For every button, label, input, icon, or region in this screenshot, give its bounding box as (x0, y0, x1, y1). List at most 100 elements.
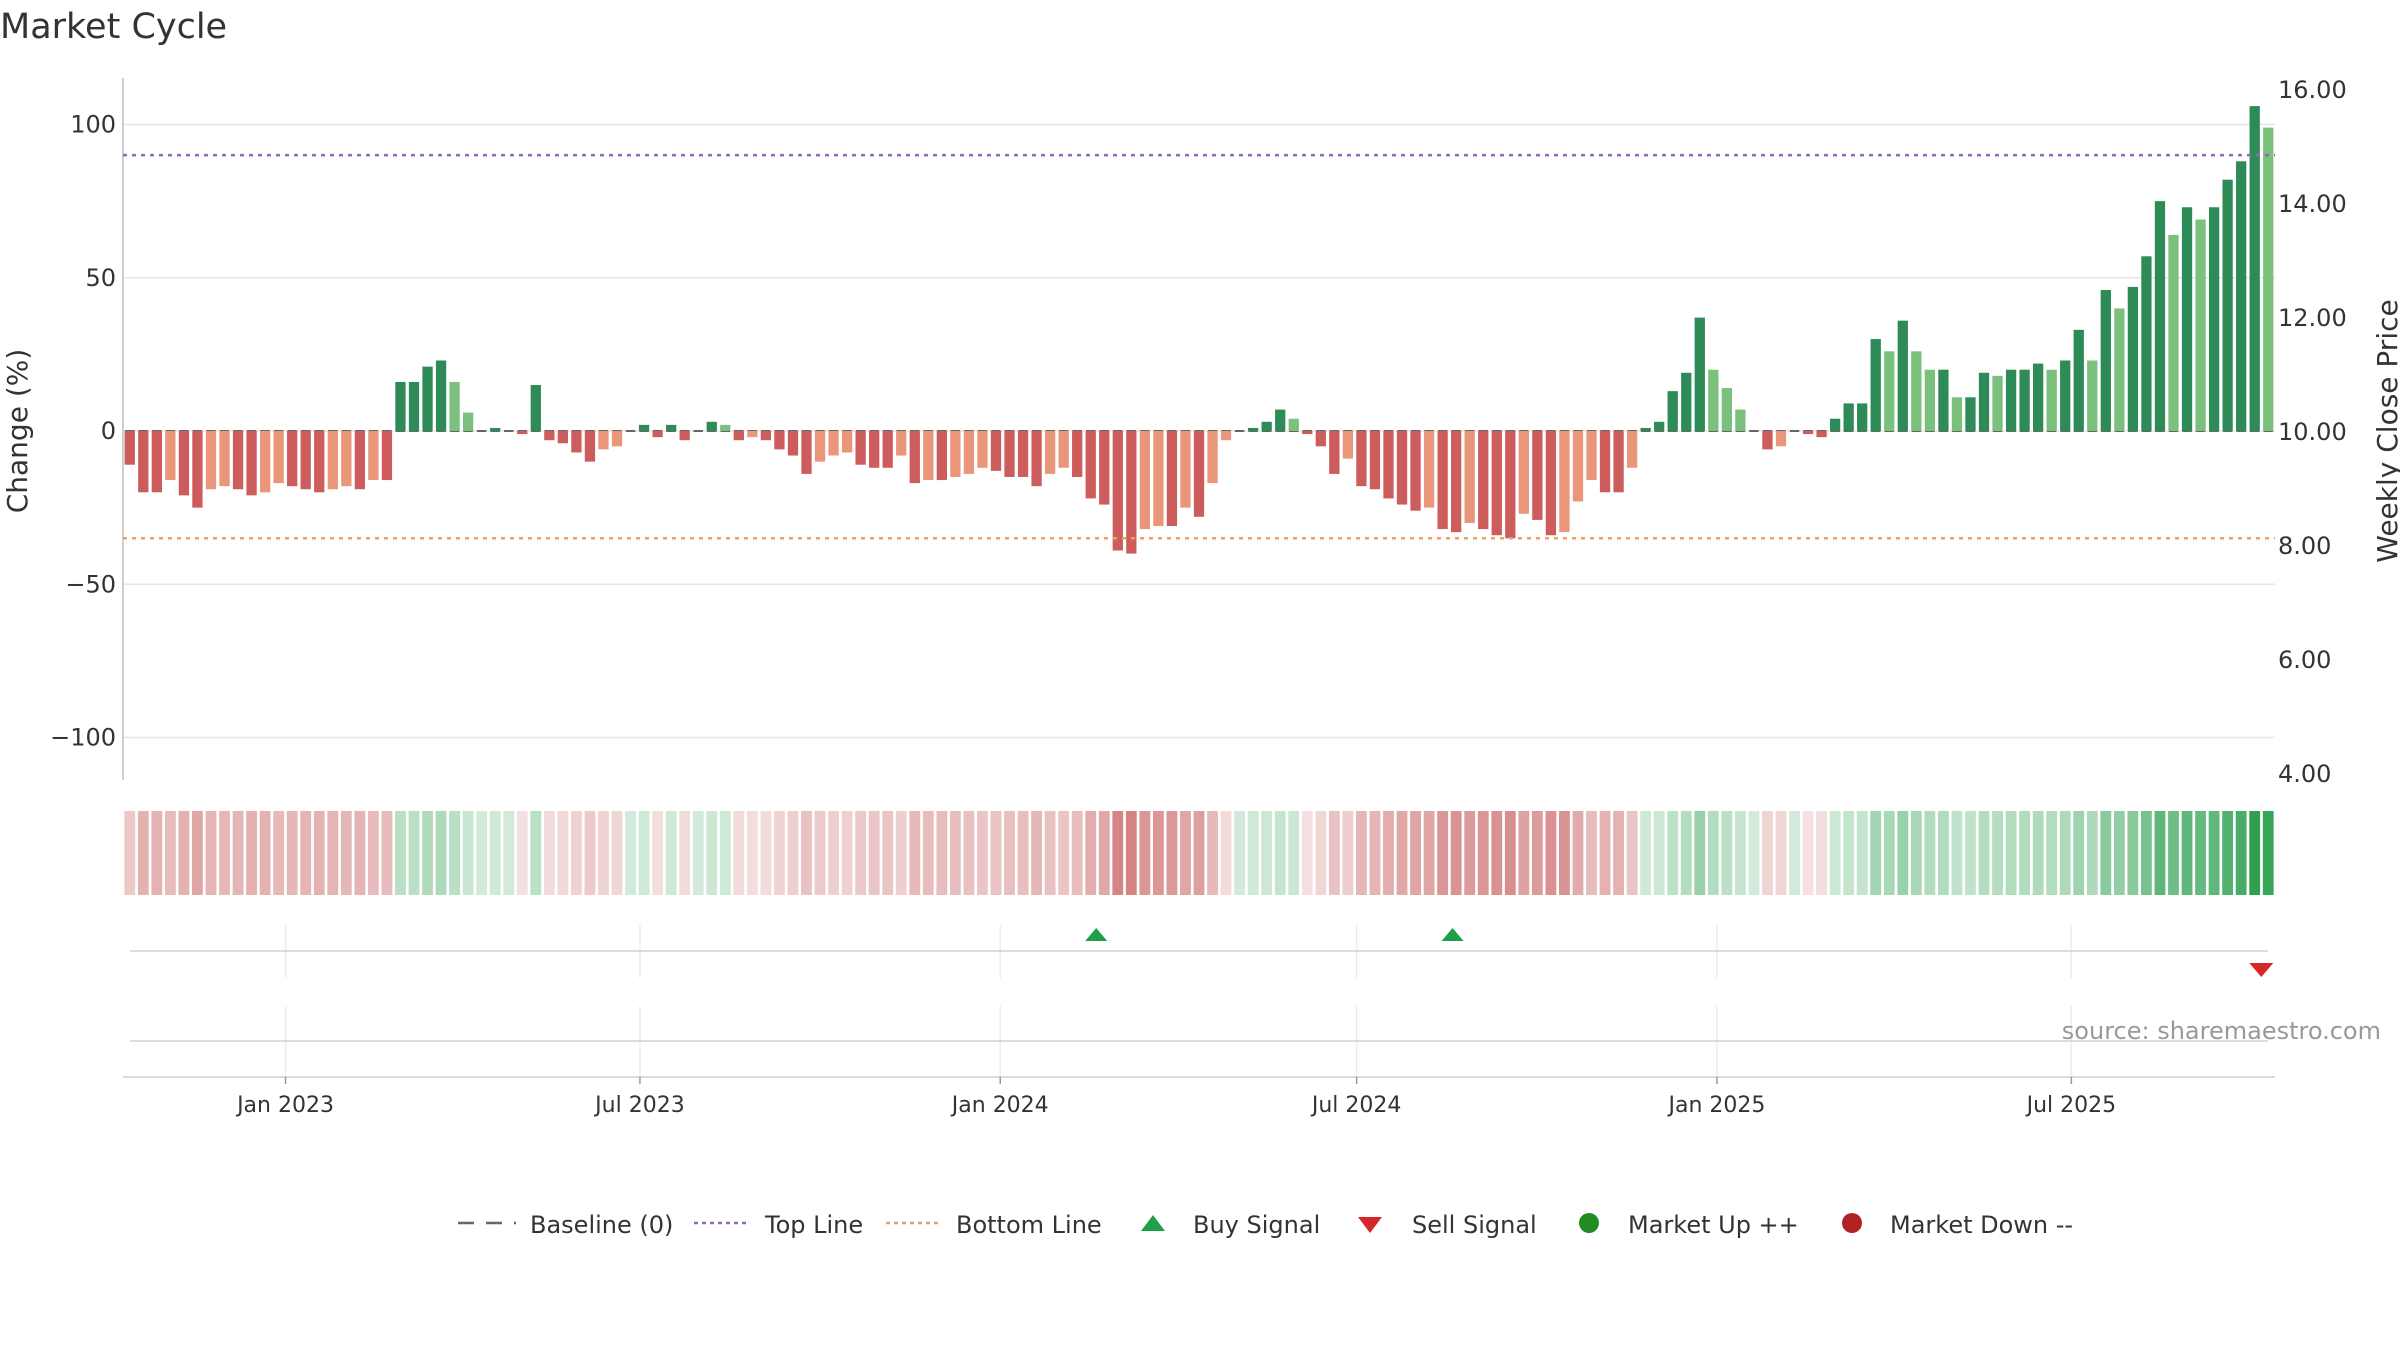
heat-strip-cell (719, 811, 731, 895)
y-axis-title: Change (%) (1, 349, 34, 514)
bar (2046, 369, 2057, 431)
bar (733, 431, 744, 441)
heat-strip-cell (381, 811, 393, 895)
bar (1315, 431, 1326, 447)
bar (1559, 431, 1570, 533)
y2-tick-label: 8.00 (2278, 532, 2331, 560)
bar (1491, 431, 1502, 536)
heat-strip-cell (1193, 811, 1205, 895)
heat-strip-cell (1004, 811, 1015, 895)
heat-strip-cell (2127, 811, 2139, 895)
bar (422, 366, 433, 431)
x-tick-label: Jan 2025 (1666, 1093, 1765, 1118)
heat-strip-cell (1356, 811, 1367, 895)
heat-strip-cell (2086, 811, 2098, 895)
bar (1017, 431, 1029, 477)
bar (1829, 418, 1841, 431)
bar (855, 431, 866, 465)
heat-strip-cell (990, 811, 1002, 895)
heat-strip-cell (530, 811, 542, 895)
legend-label: Baseline (0) (530, 1211, 673, 1239)
heat-strip-cell (1762, 811, 1773, 895)
heat-strip-cell (2141, 811, 2152, 895)
heat-strip-cell (1044, 811, 1056, 895)
y-tick-label: 100 (70, 111, 116, 139)
bar (1505, 431, 1516, 539)
heat-strip-cell (2195, 811, 2206, 895)
legend-up-icon (1579, 1213, 1599, 1233)
bar (1220, 431, 1232, 441)
heat-strip-cell (733, 811, 745, 895)
heat-strip-cell (1910, 811, 1922, 895)
heat-strip-cell (1748, 811, 1760, 895)
bar (1180, 431, 1191, 508)
heat-strip-cell (1599, 811, 1611, 895)
y2-tick-label: 16.00 (2278, 76, 2347, 104)
heat-strip-cell (828, 811, 839, 895)
bar (882, 431, 893, 468)
y2-tick-label: 14.00 (2278, 190, 2347, 218)
heat-strip-cell (205, 811, 217, 895)
bar (584, 431, 596, 462)
heat-strip-cell (2168, 811, 2179, 895)
heat-strip-cell (2235, 811, 2247, 895)
bar (1004, 431, 1015, 477)
heat-strip-cell (1464, 811, 1476, 895)
heat-strip-cell (1816, 811, 1828, 895)
bar (1708, 369, 1719, 431)
bar (936, 431, 947, 481)
heat-strip-cell (476, 811, 488, 895)
heat-strip-cell (543, 811, 555, 895)
heat-strip-cell (489, 811, 501, 895)
bar (1857, 403, 1868, 431)
heat-strip-cell (1437, 811, 1449, 895)
y2-tick-label: 4.00 (2278, 760, 2331, 788)
heat-strip-cell (855, 811, 867, 895)
heat-strip-cell (422, 811, 433, 895)
buy-signal-marker (1441, 928, 1464, 941)
bar (2127, 286, 2139, 431)
bar (2073, 329, 2084, 431)
bar (1978, 372, 1990, 431)
heat-strip-cell (1802, 811, 1814, 895)
heat-strip-cell (2154, 811, 2166, 895)
heat-strip-cell (1545, 811, 1557, 895)
heat-strip-cell (692, 811, 704, 895)
bar (1207, 431, 1218, 484)
heat-strip-cell (1775, 811, 1787, 895)
heat-strip-cell (246, 811, 257, 895)
bar (1356, 431, 1367, 487)
heat-strip-cell (1951, 811, 1963, 895)
heat-strip-cell (1328, 811, 1340, 895)
bar (1884, 351, 1895, 431)
heat-strip-cell (273, 811, 285, 895)
bar (896, 431, 907, 456)
bar (2019, 369, 2030, 431)
bar (1261, 421, 1272, 431)
bar (1626, 431, 1638, 468)
y2-tick-label: 6.00 (2278, 646, 2331, 674)
heat-strip-cell (503, 811, 515, 895)
heat-strip-cell (1789, 811, 1800, 895)
bar (598, 431, 609, 450)
heat-strip-cell (2032, 811, 2044, 895)
heat-strip-cell (1234, 811, 1246, 895)
bar (1099, 431, 1110, 505)
heat-strip-cell (922, 811, 934, 895)
heat-strip-cell (354, 811, 366, 895)
bar (232, 431, 244, 490)
bar (1247, 427, 1259, 431)
heat-strip-cell (584, 811, 596, 895)
heat-strip-cell (2208, 811, 2220, 895)
bar (909, 431, 920, 484)
bar (2141, 256, 2152, 431)
bar (2114, 308, 2125, 431)
heat-strip-cell (1315, 811, 1327, 895)
bar (219, 431, 230, 487)
legend-sell-signal-icon (1358, 1217, 1382, 1233)
bar (1545, 431, 1557, 536)
heat-strip-cell (814, 811, 826, 895)
heat-strip-cell (1843, 811, 1855, 895)
